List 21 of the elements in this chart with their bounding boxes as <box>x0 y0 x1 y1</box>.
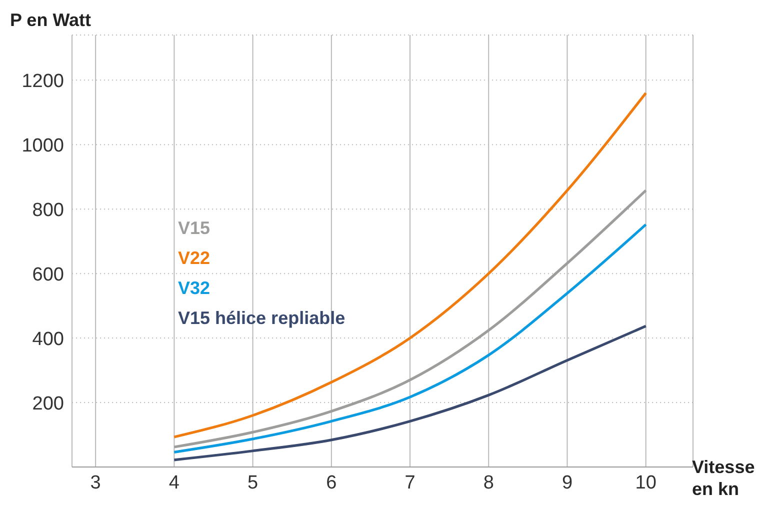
x-tick-label: 4 <box>168 472 180 494</box>
x-tick-label: 6 <box>326 472 337 494</box>
y-tick-label: 400 <box>32 328 64 350</box>
y-tick-label: 800 <box>32 200 64 221</box>
line-series <box>172 92 648 438</box>
y-axis-title: P en Watt <box>10 10 92 31</box>
x-tick-label: 10 <box>635 472 656 494</box>
x-axis-title: Vitesse en kn <box>692 456 756 500</box>
y-tick-label: 600 <box>32 264 64 286</box>
text: V15 hélice repliable <box>178 307 346 330</box>
text: V22 <box>178 247 212 270</box>
text: V32 <box>178 277 212 300</box>
y-tick-label: 1000 <box>22 135 64 156</box>
y-tick-label: 200 <box>32 393 64 414</box>
y-tick-label: 1200 <box>22 70 64 92</box>
x-tick-label: 3 <box>90 472 101 494</box>
text: V15 <box>178 217 212 240</box>
x-tick-label: 8 <box>483 472 494 494</box>
x-tick-label: 7 <box>404 472 416 494</box>
x-tick-label: 9 <box>562 472 573 494</box>
x-tick-label: 5 <box>248 472 258 494</box>
